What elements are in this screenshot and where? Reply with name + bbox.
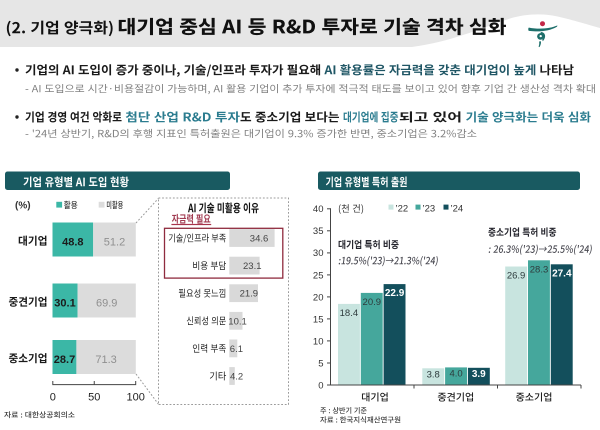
svg-text:4.0: 4.0 xyxy=(449,368,462,379)
svg-text:18.4: 18.4 xyxy=(340,308,359,319)
svg-text:15: 15 xyxy=(313,314,324,325)
svg-text:48.8: 48.8 xyxy=(62,236,83,248)
svg-text:50: 50 xyxy=(88,392,100,404)
svg-text:30.1: 30.1 xyxy=(54,297,75,309)
svg-text:28.7: 28.7 xyxy=(54,354,75,366)
svg-text:10.1: 10.1 xyxy=(228,316,247,327)
svg-text:3.9: 3.9 xyxy=(472,369,486,380)
svg-text:35: 35 xyxy=(313,226,324,237)
svg-text:22.9: 22.9 xyxy=(385,288,405,299)
svg-text:27.4: 27.4 xyxy=(552,268,572,279)
svg-text:20.9: 20.9 xyxy=(363,297,382,308)
svg-text:40: 40 xyxy=(313,204,324,215)
svg-text:3.8: 3.8 xyxy=(427,369,440,380)
svg-text:0: 0 xyxy=(318,380,323,391)
svg-text:20: 20 xyxy=(313,292,324,303)
svg-text:30: 30 xyxy=(313,248,324,259)
svg-text:23.1: 23.1 xyxy=(243,261,262,272)
svg-text:0: 0 xyxy=(50,392,56,404)
svg-text:4.2: 4.2 xyxy=(230,372,243,383)
svg-text:’22: ’22 xyxy=(396,204,409,215)
svg-text:100: 100 xyxy=(127,392,145,404)
svg-text:25: 25 xyxy=(313,270,324,281)
svg-text:26.9: 26.9 xyxy=(507,271,526,282)
svg-text:69.9: 69.9 xyxy=(96,297,117,309)
svg-text:10: 10 xyxy=(313,336,324,347)
svg-text:6.1: 6.1 xyxy=(230,344,243,355)
svg-text:’23: ’23 xyxy=(423,204,436,215)
svg-text:5: 5 xyxy=(318,358,323,369)
svg-text:34.6: 34.6 xyxy=(250,234,268,245)
svg-text:51.2: 51.2 xyxy=(104,236,125,248)
svg-text:21.9: 21.9 xyxy=(240,289,259,300)
svg-text:’24: ’24 xyxy=(451,204,464,215)
svg-text:28.3: 28.3 xyxy=(530,265,549,276)
svg-text:71.3: 71.3 xyxy=(95,354,116,366)
svg-text:(%): (%) xyxy=(15,201,31,212)
